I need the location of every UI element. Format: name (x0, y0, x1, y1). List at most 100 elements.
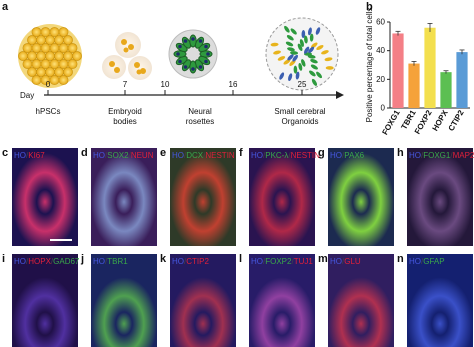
cell (22, 43, 33, 53)
cell (31, 75, 42, 85)
bar (392, 33, 404, 108)
stain-part: HO (409, 257, 421, 266)
cell (293, 65, 298, 74)
micrograph (407, 148, 473, 246)
stage-label: Small cerebral Organoids (274, 107, 325, 126)
nucleus (176, 52, 180, 56)
cell (315, 27, 321, 35)
cell (58, 59, 69, 69)
cell (324, 57, 333, 62)
stain-label: HO/GFAP (409, 257, 445, 266)
stain-label: HO/PAX6 (330, 151, 365, 160)
stain-part: HO (14, 151, 26, 160)
stain-part: NEUN (131, 151, 154, 160)
embryoid-bodies (102, 32, 152, 80)
cell (304, 46, 310, 54)
stain-part: DCX (186, 151, 204, 160)
stain-part: / (51, 257, 54, 266)
nucleus (178, 59, 182, 64)
cell (72, 51, 82, 61)
day-value: 16 (229, 80, 238, 89)
cell (45, 67, 55, 77)
cell (309, 33, 314, 42)
micrograph (12, 148, 78, 246)
cell (189, 60, 197, 74)
cell (36, 67, 46, 77)
cell (277, 56, 286, 61)
stain-part: / (203, 151, 206, 160)
cell (273, 50, 281, 55)
cell (283, 59, 291, 65)
day-value: 10 (161, 80, 170, 89)
micrograph (12, 254, 78, 347)
organoid (265, 17, 339, 91)
cell (316, 71, 323, 79)
cell (27, 67, 37, 77)
stain-part: / (184, 151, 187, 160)
stain-part: HO (93, 151, 105, 160)
cell (297, 43, 303, 51)
cell (284, 25, 290, 33)
panel-letter: f (239, 147, 243, 159)
nucleus (191, 67, 195, 71)
neural-rosette (168, 29, 218, 79)
cell (310, 42, 318, 49)
stain-part: KI67 (28, 151, 45, 160)
stain-part: CTIP2 (186, 257, 209, 266)
cell (308, 46, 315, 54)
cell (309, 70, 316, 77)
cell (49, 43, 60, 53)
cell (67, 59, 78, 69)
cell (36, 35, 46, 45)
cell (45, 51, 55, 61)
micrograph (91, 148, 157, 246)
cell (18, 51, 28, 61)
stain-part: / (184, 257, 187, 266)
nucleus (198, 39, 203, 43)
cell (27, 35, 37, 45)
stain-part: NESTIN (205, 151, 235, 160)
cell (31, 27, 42, 37)
micrograph (249, 254, 315, 347)
cell (304, 35, 308, 44)
panel-letter: l (239, 253, 242, 265)
cell (290, 51, 299, 55)
cell (63, 51, 73, 61)
cell (199, 50, 213, 58)
cell (285, 41, 294, 47)
stain-label: HO/HOPX/GAD67 (14, 257, 80, 266)
cell (40, 59, 51, 69)
stain-part: NESTIN (291, 151, 321, 160)
day-value: 0 (46, 80, 51, 89)
micrograph (249, 148, 315, 246)
panel-letter: h (397, 147, 404, 159)
stain-part: PKC-λ (265, 151, 288, 160)
cell (301, 59, 306, 67)
micrograph (328, 148, 394, 246)
nucleus (198, 65, 203, 69)
cell (31, 43, 42, 53)
cell (295, 71, 300, 80)
day-label: Day (20, 91, 34, 100)
stain-label: HO/SOX2/NEUN (93, 151, 154, 160)
cell (40, 27, 51, 37)
y-tick-label: 40 (376, 46, 385, 55)
stain-part: FOXP2 (265, 257, 292, 266)
micrograph (170, 148, 236, 246)
stain-label: HO/TBR1 (93, 257, 128, 266)
bar (440, 72, 452, 108)
panel-letter: c (2, 147, 8, 159)
y-axis-label: Positive percentage of total cells (365, 8, 374, 123)
panel-letter: n (397, 253, 404, 265)
cell (54, 67, 64, 77)
cell (288, 73, 293, 81)
cell (67, 43, 78, 53)
micrograph (407, 254, 473, 347)
stain-part: GLU (344, 257, 361, 266)
cell (58, 75, 69, 85)
stage-label: Neural rosettes (186, 107, 214, 126)
stain-part: HO (93, 257, 105, 266)
nucleus (183, 39, 188, 43)
stain-label: HO/FOXP2/TUJ1 (251, 257, 313, 266)
